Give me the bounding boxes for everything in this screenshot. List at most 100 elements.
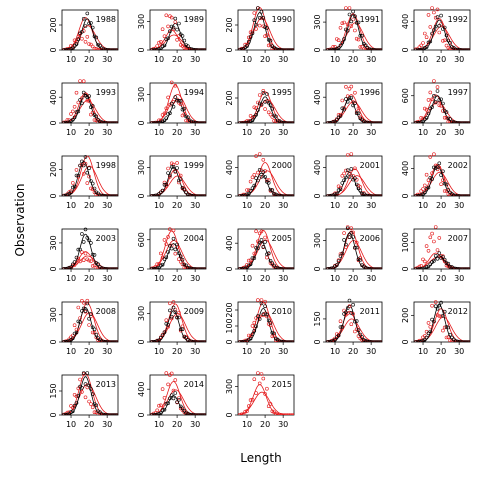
black-observation-point <box>256 108 260 112</box>
black-observation-point <box>94 403 99 408</box>
black-observation-point <box>239 47 244 50</box>
panel-frame <box>237 228 295 270</box>
black-observation-point <box>265 26 269 30</box>
red-observation-point <box>446 45 451 50</box>
black-observation-point <box>166 171 170 175</box>
red-observation-point <box>256 298 260 302</box>
red-observation-point <box>265 178 269 182</box>
red-fit-line <box>151 94 206 123</box>
black-observation-point <box>433 254 438 258</box>
black-observation-point <box>444 261 449 265</box>
black-observation-point <box>63 413 68 415</box>
black-observation-point <box>74 330 79 335</box>
black-fit-line <box>239 241 294 269</box>
black-observation-point <box>164 182 169 187</box>
y-tick-label: 400 <box>225 160 234 175</box>
black-observation-point <box>69 410 73 414</box>
panel-year-label: 1996 <box>360 88 380 97</box>
red-observation-point <box>99 48 104 50</box>
black-observation-point <box>182 187 187 192</box>
black-observation-point <box>329 193 334 196</box>
black-fit-line <box>327 171 382 196</box>
black-observation-point <box>286 340 291 342</box>
x-tick-label: 30 <box>102 274 112 283</box>
black-observation-point <box>376 340 381 342</box>
black-observation-point <box>333 47 337 50</box>
red-observation-point <box>162 238 167 242</box>
black-observation-point <box>62 340 66 342</box>
black-observation-point <box>94 114 99 119</box>
black-observation-point <box>451 193 456 196</box>
black-observation-point <box>433 166 438 170</box>
black-observation-point <box>327 48 332 50</box>
black-observation-point <box>424 265 429 269</box>
panel-2011: 2011 10 20 30 0 150 <box>313 298 383 356</box>
x-tick-label: 10 <box>418 128 428 137</box>
black-fit-line <box>63 233 118 269</box>
black-observation-point <box>171 104 176 109</box>
red-observation-point <box>444 335 449 340</box>
black-observation-point <box>157 411 161 415</box>
black-observation-point <box>369 194 373 196</box>
x-tick-label: 10 <box>242 420 252 429</box>
black-observation-point <box>74 255 79 260</box>
red-observation-point <box>71 405 75 410</box>
panel-1997: 1997 10 20 30 0 600 <box>401 79 471 137</box>
x-tick-label: 10 <box>242 201 252 210</box>
black-observation-point <box>238 48 242 50</box>
black-observation-point <box>374 194 379 196</box>
red-observation-point <box>430 6 434 10</box>
black-observation-point <box>112 340 117 342</box>
black-observation-point <box>256 246 260 251</box>
black-observation-point <box>422 337 427 342</box>
black-observation-point <box>114 121 118 123</box>
red-observation-point <box>441 254 445 258</box>
black-observation-point <box>378 194 382 196</box>
red-fit-line <box>151 29 206 50</box>
y-tick-label: 0 <box>313 47 322 52</box>
black-observation-point <box>74 110 79 114</box>
black-observation-point <box>72 331 77 336</box>
black-observation-point <box>376 121 381 123</box>
black-fit-line <box>327 304 382 342</box>
black-observation-point <box>462 267 467 269</box>
black-observation-point <box>243 121 247 123</box>
red-observation-point <box>277 412 282 415</box>
black-observation-point <box>92 34 97 39</box>
red-fit-line <box>415 171 470 196</box>
black-observation-point <box>180 257 185 262</box>
black-observation-point <box>369 47 373 50</box>
red-observation-point <box>248 258 253 263</box>
y-tick-label: 0 <box>225 120 234 125</box>
black-observation-point <box>344 175 348 180</box>
red-observation-point <box>248 334 253 338</box>
red-observation-point <box>92 330 97 335</box>
black-observation-point <box>259 238 264 242</box>
red-observation-point <box>178 102 183 107</box>
x-tick-label: 30 <box>278 201 288 210</box>
black-observation-point <box>261 91 266 95</box>
red-observation-point <box>268 112 273 117</box>
black-observation-point <box>360 33 364 38</box>
black-observation-point <box>155 266 159 269</box>
x-tick-label: 20 <box>260 128 270 137</box>
black-observation-point <box>259 102 264 107</box>
red-observation-point <box>89 259 93 264</box>
red-observation-point <box>168 175 172 179</box>
red-observation-point <box>259 16 264 21</box>
black-observation-point <box>186 44 190 49</box>
black-observation-point <box>283 340 287 342</box>
black-observation-point <box>96 262 100 267</box>
black-observation-point <box>157 47 161 50</box>
black-observation-point <box>266 37 271 42</box>
black-observation-point <box>256 178 260 183</box>
red-observation-point <box>87 258 91 263</box>
black-observation-point <box>288 48 293 50</box>
black-observation-point <box>83 309 88 313</box>
panel-year-label: 1993 <box>96 88 116 97</box>
red-observation-point <box>175 161 179 165</box>
red-observation-point <box>444 189 449 193</box>
red-observation-point <box>358 45 363 49</box>
black-observation-point <box>114 413 118 415</box>
red-observation-point <box>354 36 359 41</box>
